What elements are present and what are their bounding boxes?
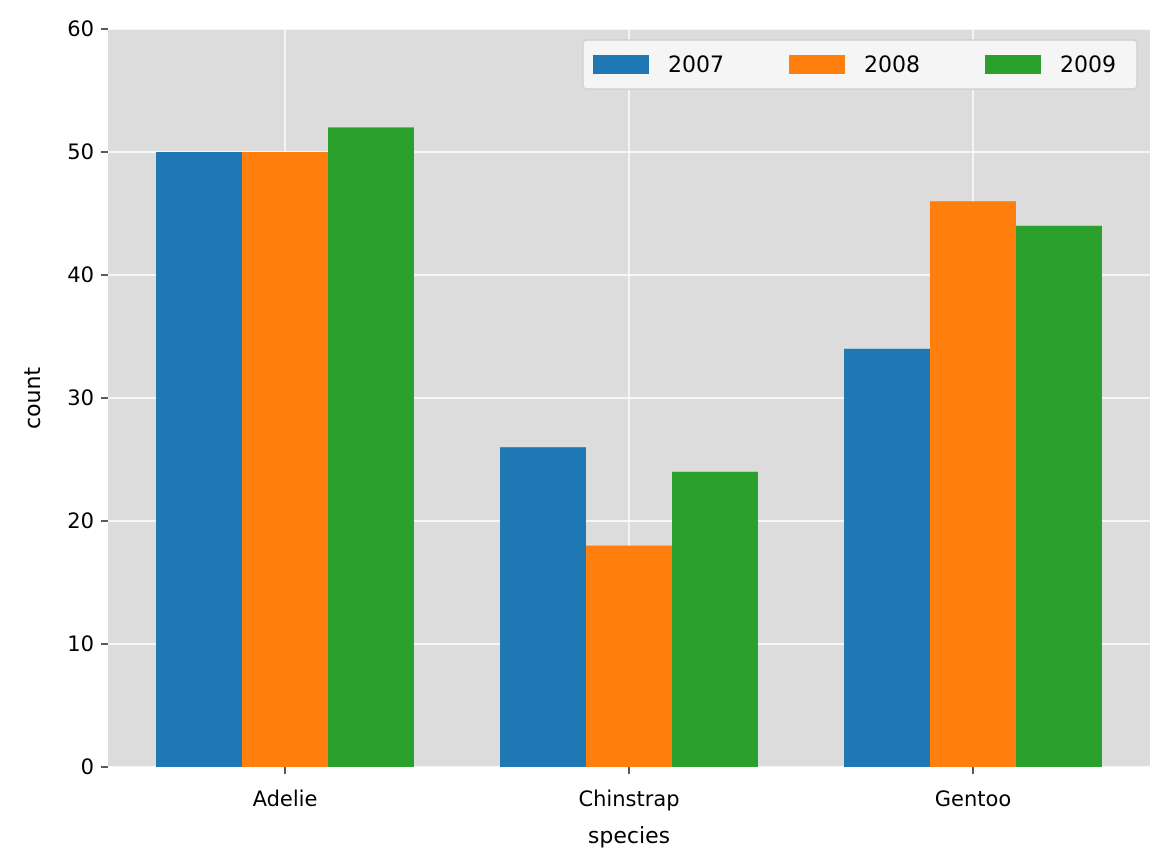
legend-frame (582, 39, 1138, 90)
y-axis-label: count (21, 367, 46, 429)
y-tick-label: 40 (67, 263, 94, 287)
bar-2007-Chinstrap (500, 447, 586, 767)
y-axis: 0 10 20 30 40 50 60 (67, 17, 108, 779)
legend-label-2008: 2008 (864, 53, 920, 78)
y-tick-label: 30 (67, 386, 94, 410)
bar-2007-Gentoo (844, 348, 930, 767)
legend-swatch-2008 (789, 55, 845, 74)
bar-2009-Adelie (328, 127, 414, 767)
legend: 2007 2008 2009 (582, 39, 1138, 90)
y-tick-label: 0 (81, 755, 94, 779)
bars (156, 127, 1102, 768)
bar-2009-Gentoo (1016, 225, 1102, 768)
y-tick-label: 20 (67, 509, 94, 533)
bar-2009-Chinstrap (672, 471, 758, 767)
y-tick-label: 50 (67, 140, 94, 164)
x-tick-label: Gentoo (935, 787, 1011, 811)
legend-label-2009: 2009 (1060, 53, 1116, 78)
bar-2008-Gentoo (930, 201, 1016, 767)
legend-label-2007: 2007 (668, 53, 724, 78)
legend-swatch-2009 (985, 55, 1041, 74)
bar-2007-Adelie (156, 152, 242, 767)
x-tick-label: Adelie (253, 787, 318, 811)
y-tick-label: 60 (67, 17, 94, 41)
bar-2008-Adelie (242, 152, 328, 767)
x-tick-label: Chinstrap (578, 787, 679, 811)
x-axis-label: species (588, 824, 670, 849)
x-axis: Adelie Chinstrap Gentoo (253, 767, 1011, 811)
y-tick-label: 10 (67, 632, 94, 656)
legend-swatch-2007 (593, 55, 649, 74)
bar-2008-Chinstrap (586, 545, 672, 767)
